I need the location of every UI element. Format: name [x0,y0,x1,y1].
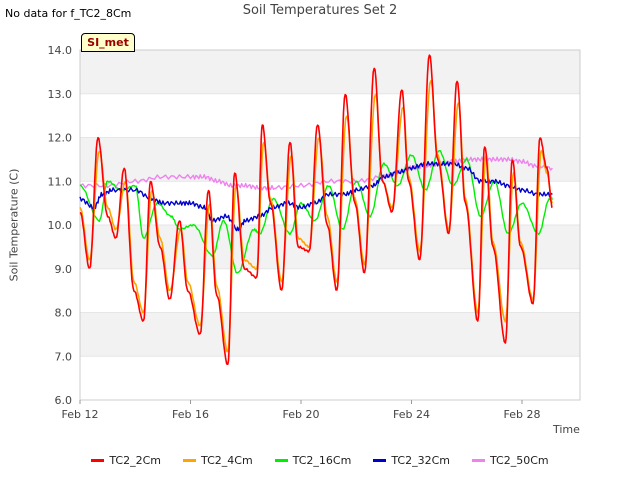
x-axis-label: Time [553,423,580,436]
background-band [80,312,580,357]
legend-label: TC2_16Cm [292,454,352,467]
y-tick-label: 6.0 [55,394,73,407]
legend-swatch [91,459,105,462]
y-tick-label: 10.0 [48,219,73,232]
legend-swatch [471,459,485,462]
series-lines [79,54,554,366]
y-tick-label: 7.0 [55,350,73,363]
legend-item: TC2_50Cm [471,454,549,467]
legend-label: TC2_50Cm [489,454,549,467]
legend-item: TC2_4Cm [183,454,253,467]
background-band [80,356,580,400]
x-tick-label: Feb 28 [503,408,540,421]
y-tick-label: 12.0 [48,132,73,145]
background-band [80,93,580,138]
legend-item: TC2_16Cm [274,454,352,467]
x-tick-label: Feb 16 [172,408,209,421]
background-band [80,50,580,94]
x-tick-label: Feb 20 [283,408,320,421]
legend-item: TC2_2Cm [91,454,161,467]
chart-title: Soil Temperatures Set 2 [242,3,398,18]
y-axis-label: Soil Temperature (C) [7,168,21,282]
background-band [80,268,580,313]
y-tick-label: 14.0 [48,44,73,57]
legend-swatch [183,459,197,462]
y-tick-label: 9.0 [55,263,73,276]
no-data-note: No data for f_TC2_8Cm [5,7,132,20]
legend-label: TC2_4Cm [201,454,253,467]
legend-item: TC2_32Cm [373,454,450,467]
series-line-tc2-32cm [79,160,553,232]
site-badge: SI_met [81,33,135,52]
legend-label: TC2_2Cm [109,454,162,467]
chart-legend: TC2_2Cm TC2_4Cm TC2_16Cm TC2_32Cm TC2_50Cm [0,454,640,467]
x-tick-label: Feb 12 [62,408,99,421]
legend-label: TC2_32Cm [391,454,450,467]
series-line-tc2-2cm [79,54,553,366]
legend-swatch [373,459,387,462]
y-tick-label: 13.0 [48,88,73,101]
plot-frame [79,49,581,401]
y-axis-ticks: 6.0 7.0 8.0 9.0 10.0 11.0 12.0 13.0 14.0 [48,44,73,407]
x-axis-ticks: Feb 12 Feb 16 Feb 20 Feb 24 Feb 28 [62,400,540,421]
series-line-tc2-16cm [79,149,553,274]
y-tick-label: 8.0 [55,307,73,320]
legend-swatch [274,459,288,462]
y-tick-label: 11.0 [48,175,73,188]
x-tick-label: Feb 24 [393,408,430,421]
